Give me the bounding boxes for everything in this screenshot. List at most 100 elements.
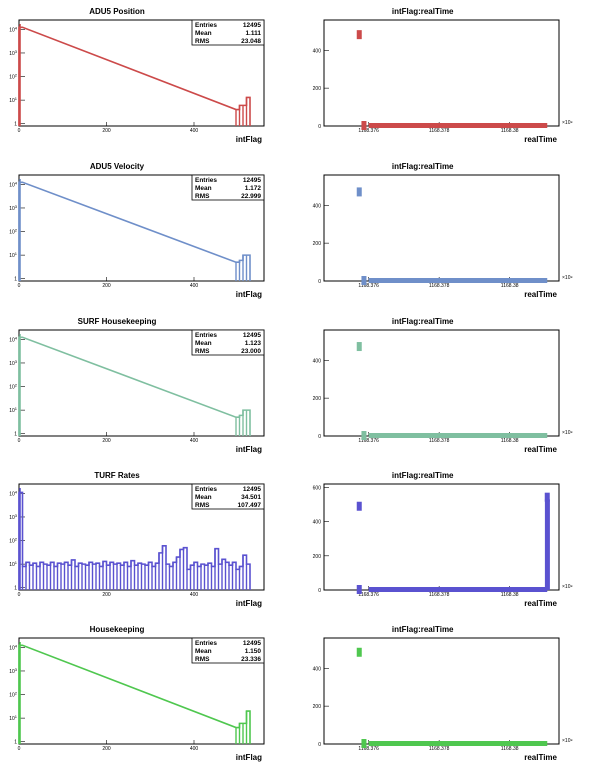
x-tick-label: 200 [102, 438, 111, 444]
y-tick-label: 101 [9, 96, 18, 104]
x-tick-label: 1168.378 [429, 746, 450, 752]
y-tick-label: 400 [313, 203, 322, 209]
x-tick-label: 200 [102, 128, 111, 134]
y-tick-label: 104 [9, 643, 18, 651]
stats-box [191, 174, 265, 201]
y-tick-label: 400 [313, 520, 322, 526]
y-tick-label: 0 [318, 588, 321, 594]
chart-title: intFlag:realTime [392, 7, 454, 16]
stats-value: 23.000 [241, 348, 261, 355]
stats-label: Mean [195, 30, 212, 37]
x-tick-label: 400 [190, 283, 199, 289]
y-tick-label: 104 [9, 25, 18, 33]
stats-value: 22.999 [241, 193, 261, 200]
chart-panel-7: intFlag:realTime 0 200 400 600 1168.376 1168.3… [313, 471, 573, 608]
stats-label: Mean [195, 185, 212, 192]
stats-value: 1.123 [245, 340, 262, 347]
y-tick-label: 1 [14, 432, 17, 438]
y-tick-label: 102 [9, 537, 18, 545]
scatter-point [361, 276, 367, 285]
x-tick-label: 1168.376 [358, 128, 379, 134]
chart-title: ADU5 Position [89, 7, 145, 16]
scatter-point [544, 492, 550, 502]
y-tick-label: 200 [313, 86, 322, 92]
y-tick-label: 400 [313, 48, 322, 54]
y-tick-label: 200 [313, 554, 322, 560]
chart-title: SURF Housekeeping [78, 317, 157, 326]
x-tick-label: 1168.38 [501, 438, 519, 444]
x-tick-label: 0 [18, 746, 21, 752]
chart-panel-3: intFlag:realTime 0 200 400 1168.376 1168.378 1… [313, 162, 573, 299]
x-axis-label: intFlag [236, 445, 262, 454]
y-tick-label: 104 [9, 335, 18, 343]
x-tick-label: 1168.378 [429, 128, 450, 134]
scatter-point [361, 431, 367, 440]
stats-label: Entries [195, 22, 217, 29]
chart-title: intFlag:realTime [392, 317, 454, 326]
chart-panel-5: intFlag:realTime 0 200 400 1168.376 1168.378 1… [313, 317, 573, 454]
y-tick-label: 1 [14, 122, 17, 128]
chart-title: intFlag:realTime [392, 625, 454, 634]
x-tick-label: 200 [102, 746, 111, 752]
x-tick-label: 1168.376 [358, 438, 379, 444]
y-tick-label: 101 [9, 714, 18, 722]
chart-title: Housekeeping [90, 625, 145, 634]
y-tick-label: 0 [318, 279, 321, 285]
x-axis-label: realTime [524, 599, 557, 608]
stats-label: RMS [195, 348, 210, 355]
stats-box [191, 329, 265, 356]
y-tick-label: 1 [14, 277, 17, 283]
x-tick-label: 1168.38 [501, 283, 519, 289]
chart-panel-8: Housekeeping 1 101 102 103 104 0 200 400 Entries 1… [9, 625, 265, 762]
y-tick-label: 103 [9, 667, 18, 675]
scatter-spike [544, 499, 550, 590]
x-tick-label: 1168.378 [429, 592, 450, 598]
stats-value: 1.150 [245, 648, 262, 655]
stats-value: 23.336 [241, 656, 261, 663]
x-exponent-label: ×10⁹ [562, 584, 573, 590]
stats-value: 12495 [243, 486, 261, 493]
x-tick-label: 400 [190, 746, 199, 752]
chart-panel-0: ADU5 Position 1 101 102 103 104 0 200 400 Entries… [9, 7, 265, 144]
y-tick-label: 103 [9, 513, 18, 521]
y-tick-label: 200 [313, 704, 322, 710]
x-exponent-label: ×10⁹ [562, 120, 573, 126]
x-tick-label: 400 [190, 592, 199, 598]
scatter-point [361, 739, 367, 748]
x-tick-label: 1168.38 [501, 128, 519, 134]
stats-label: Entries [195, 177, 217, 184]
y-tick-label: 102 [9, 691, 18, 699]
stats-box [191, 637, 265, 664]
stats-box [191, 19, 265, 46]
chart-title: intFlag:realTime [392, 162, 454, 171]
scatter-point [361, 121, 367, 130]
chart-panel-4: SURF Housekeeping 1 101 102 103 104 0 200 400 Ent… [9, 317, 265, 454]
x-tick-label: 0 [18, 592, 21, 598]
y-tick-label: 200 [313, 396, 322, 402]
x-exponent-label: ×10⁹ [562, 275, 573, 281]
x-axis-label: realTime [524, 445, 557, 454]
x-tick-label: 0 [18, 283, 21, 289]
y-tick-label: 101 [9, 406, 18, 414]
x-tick-label: 400 [190, 128, 199, 134]
x-tick-label: 200 [102, 592, 111, 598]
scatter-point [356, 187, 362, 197]
chart-panel-9: intFlag:realTime 0 200 400 1168.376 1168.378 1… [313, 625, 573, 762]
scatter-point [356, 647, 362, 657]
chart-title: ADU5 Velocity [90, 162, 145, 171]
stats-label: Mean [195, 648, 212, 655]
x-tick-label: 1168.376 [358, 283, 379, 289]
stats-value: 107.497 [238, 502, 262, 509]
chart-title: TURF Rates [94, 471, 140, 480]
chart-panel-2: ADU5 Velocity 1 101 102 103 104 0 200 400 Entries… [9, 162, 265, 299]
y-tick-label: 103 [9, 359, 18, 367]
x-tick-label: 0 [18, 438, 21, 444]
stats-label: RMS [195, 656, 210, 663]
x-tick-label: 0 [18, 128, 21, 134]
y-tick-label: 0 [318, 742, 321, 748]
stats-value: 12495 [243, 332, 261, 339]
scatter-point [356, 342, 362, 352]
stats-label: Mean [195, 494, 212, 501]
x-tick-label: 1168.38 [501, 592, 519, 598]
y-tick-label: 101 [9, 251, 18, 259]
